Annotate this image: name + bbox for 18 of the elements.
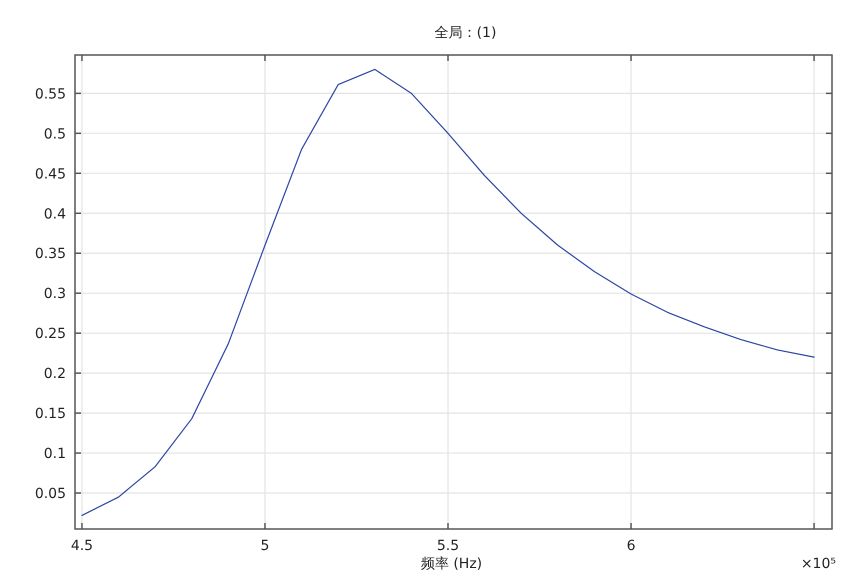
y-tick-label: 0.35 [34, 246, 66, 262]
y-tick-label: 0.55 [34, 86, 66, 102]
x-tick-label: 6 [626, 538, 636, 554]
text: ×10⁵ [800, 556, 836, 572]
x-axis-title: 频率 (Hz) [420, 556, 482, 572]
y-tick-label: 0.5 [44, 126, 66, 142]
x-tick-label: 4.5 [70, 538, 94, 554]
y-tick-label: 0.25 [34, 326, 66, 342]
chart-title: 全局：(1) [434, 25, 496, 41]
y-tick-label: 0.2 [44, 366, 66, 382]
y-tick-label: 0.05 [34, 486, 66, 502]
y-tick-label: 0.15 [34, 406, 66, 422]
x-tick-label: 5.5 [436, 538, 460, 554]
x-tick-label: 5 [260, 538, 270, 554]
y-tick-label: 0.4 [44, 206, 66, 222]
y-tick-label: 0.45 [34, 166, 66, 182]
y-tick-label: 0.3 [44, 286, 66, 302]
y-tick-label: 0.1 [44, 446, 66, 462]
